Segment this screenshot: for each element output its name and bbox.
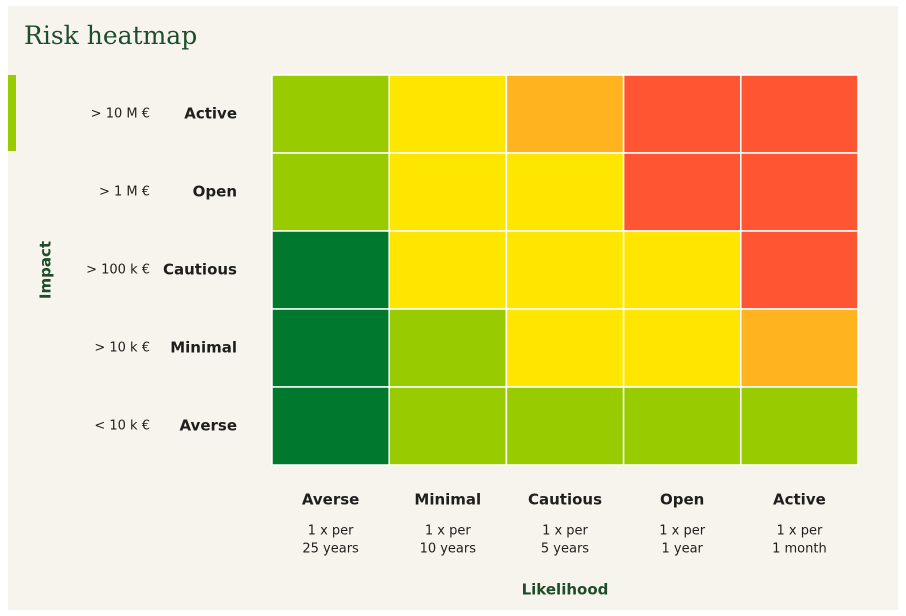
column-label: Open — [660, 491, 704, 509]
y-axis-label: Impact — [37, 241, 55, 299]
row-amount: > 1 M € — [99, 185, 150, 200]
x-axis-label: Likelihood — [522, 581, 609, 599]
title: Risk heatmap — [24, 21, 197, 50]
column-frequency: 1 x per — [542, 524, 588, 539]
heatmap-cell — [505, 386, 625, 466]
heatmap-cell — [740, 152, 859, 232]
heatmap-cell — [622, 230, 742, 310]
row-amount: > 10 k € — [94, 341, 150, 356]
row-label: Open — [193, 183, 237, 201]
heatmap-cell — [388, 308, 508, 388]
heatmap-cell — [622, 74, 742, 154]
row-amount: > 100 k € — [86, 263, 150, 278]
accent-bar — [8, 75, 16, 151]
heatmap-cell — [622, 386, 742, 466]
column-label: Cautious — [528, 491, 602, 509]
column-frequency: 1 x per — [776, 524, 822, 539]
heatmap-cell — [271, 308, 390, 388]
row-label: Averse — [179, 417, 237, 435]
column-frequency: 10 years — [420, 542, 477, 557]
heatmap-cell — [388, 152, 508, 232]
heatmap-cell — [505, 230, 625, 310]
heatmap-cell — [271, 152, 390, 232]
column-frequency: 1 year — [661, 542, 703, 557]
heatmap-cell — [740, 386, 859, 466]
column-frequency: 25 years — [302, 542, 359, 557]
heatmap-cell — [388, 74, 508, 154]
heatmap-cell — [505, 308, 625, 388]
column-frequency: 1 month — [772, 542, 827, 557]
column-label: Minimal — [414, 491, 481, 509]
heatmap-cell — [271, 386, 390, 466]
column-frequency: 5 years — [541, 542, 589, 557]
column-frequency: 1 x per — [425, 524, 471, 539]
column-label: Averse — [302, 491, 360, 509]
heatmap-cell — [740, 74, 859, 154]
column-frequency: 1 x per — [659, 524, 705, 539]
heatmap-cell — [271, 74, 390, 154]
heatmap-cell — [271, 230, 390, 310]
row-amount: > 10 M € — [91, 107, 150, 122]
row-label: Minimal — [170, 339, 237, 357]
heatmap-cell — [740, 308, 859, 388]
row-label: Active — [184, 105, 237, 123]
row-label: Cautious — [163, 261, 237, 279]
row-amount: < 10 k € — [94, 419, 150, 434]
column-label: Active — [773, 491, 826, 509]
heatmap-cell — [505, 152, 625, 232]
heatmap-cell — [622, 308, 742, 388]
heatmap-cell — [740, 230, 859, 310]
heatmap-cell — [388, 386, 508, 466]
heatmap-cell — [388, 230, 508, 310]
heatmap-cell — [622, 152, 742, 232]
column-frequency: 1 x per — [308, 524, 354, 539]
heatmap-cell — [505, 74, 625, 154]
